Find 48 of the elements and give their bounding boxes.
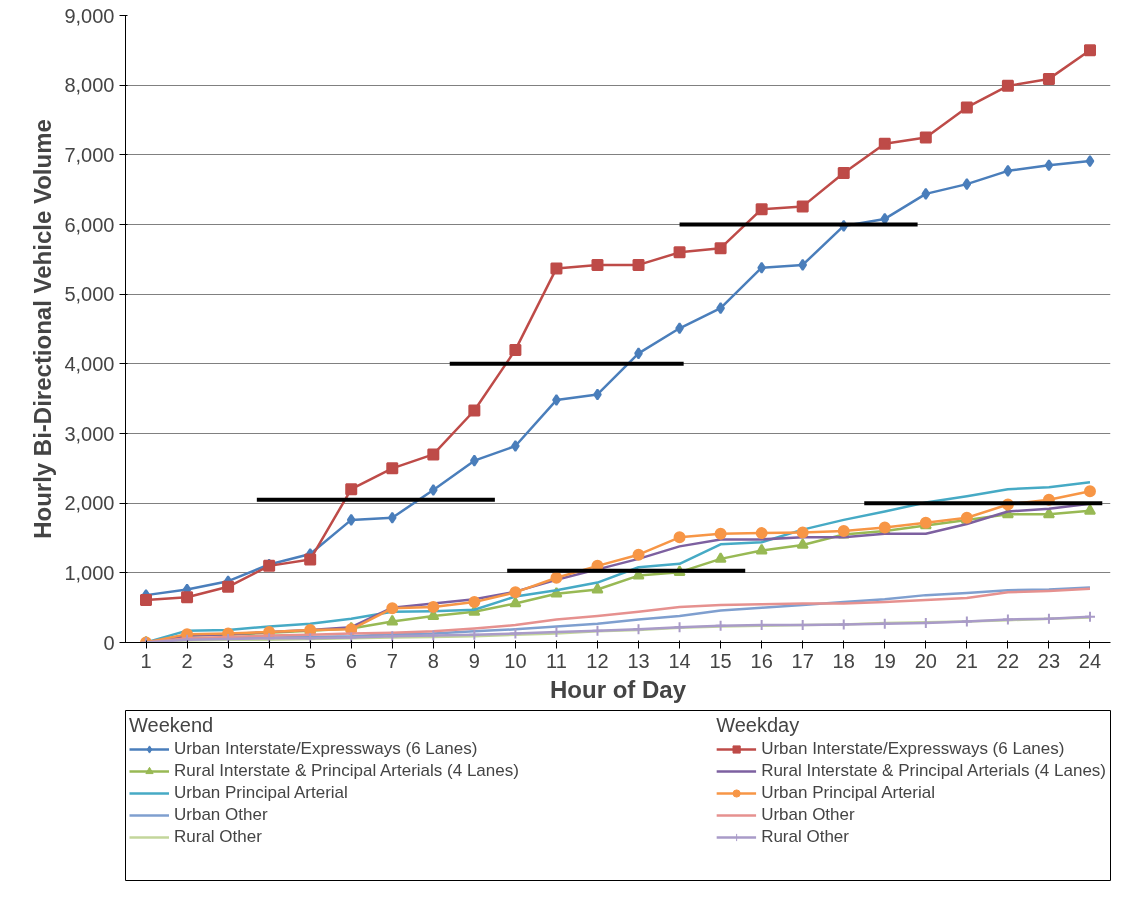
x-tick-label: 2: [181, 649, 193, 672]
x-tick-label: 8: [427, 649, 439, 672]
x-tick-label: 5: [304, 649, 316, 672]
x-tick-label: 7: [386, 649, 398, 672]
y-tick-label: 1,000: [64, 561, 115, 584]
x-tick-label: 22: [996, 649, 1020, 672]
x-tick-label: 6: [345, 649, 357, 672]
x-tick-label: 18: [832, 649, 855, 672]
legend-label: Rural Other: [761, 827, 849, 847]
x-tick-label: 1: [140, 649, 152, 672]
y-axis-title: Hourly Bi-Directional Vehicle Volume: [29, 119, 57, 539]
x-tick-label: 13: [627, 649, 650, 672]
legend-label: Urban Interstate/Expressways (6 Lanes): [174, 739, 478, 759]
legend-label: Urban Principal Arterial: [761, 783, 935, 803]
text: Weekend: [129, 714, 215, 737]
legend-label: Urban Principal Arterial: [174, 783, 348, 803]
y-tick-label: 5,000: [64, 283, 115, 306]
legend-label: Rural Other: [174, 827, 262, 847]
x-axis-title: Hour of Day: [550, 675, 687, 703]
y-tick-label: 7,000: [64, 143, 115, 166]
x-tick-label: 11: [546, 649, 567, 672]
x-tick-label: 9: [468, 649, 480, 672]
legend-label: Urban Interstate/Expressways (6 Lanes): [761, 739, 1065, 759]
x-tick-label: 12: [586, 649, 609, 672]
x-tick-label: 19: [873, 649, 896, 672]
legend-label: Rural Interstate & Principal Arterials (4 Lanes): [174, 761, 519, 781]
x-tick-label: 3: [222, 649, 234, 672]
y-tick-label: 4,000: [64, 352, 115, 375]
x-tick-label: 17: [791, 649, 814, 672]
legend-label: Urban Other: [174, 805, 268, 825]
y-tick-label: 6,000: [64, 213, 115, 236]
y-tick-label: 8,000: [64, 74, 115, 97]
x-tick-label: 10: [504, 649, 527, 672]
y-tick-label: 2,000: [64, 492, 115, 515]
x-tick-label: 15: [709, 649, 732, 672]
text: Weekday: [716, 714, 801, 737]
x-tick-label: 14: [668, 649, 691, 672]
y-tick-label: 0: [103, 631, 115, 654]
legend-label: Rural Interstate & Principal Arterials (4 Lanes): [761, 761, 1106, 781]
y-tick-label: 3,000: [64, 422, 115, 445]
y-tick-label: 9,000: [64, 4, 115, 27]
x-tick-label: 24: [1078, 649, 1102, 672]
legend-label: Urban Other: [761, 805, 855, 825]
x-tick-label: 20: [914, 649, 937, 672]
x-tick-label: 21: [955, 649, 978, 672]
x-tick-label: 23: [1037, 649, 1061, 672]
x-tick-label: 16: [750, 649, 773, 672]
x-tick-label: 4: [263, 649, 275, 672]
